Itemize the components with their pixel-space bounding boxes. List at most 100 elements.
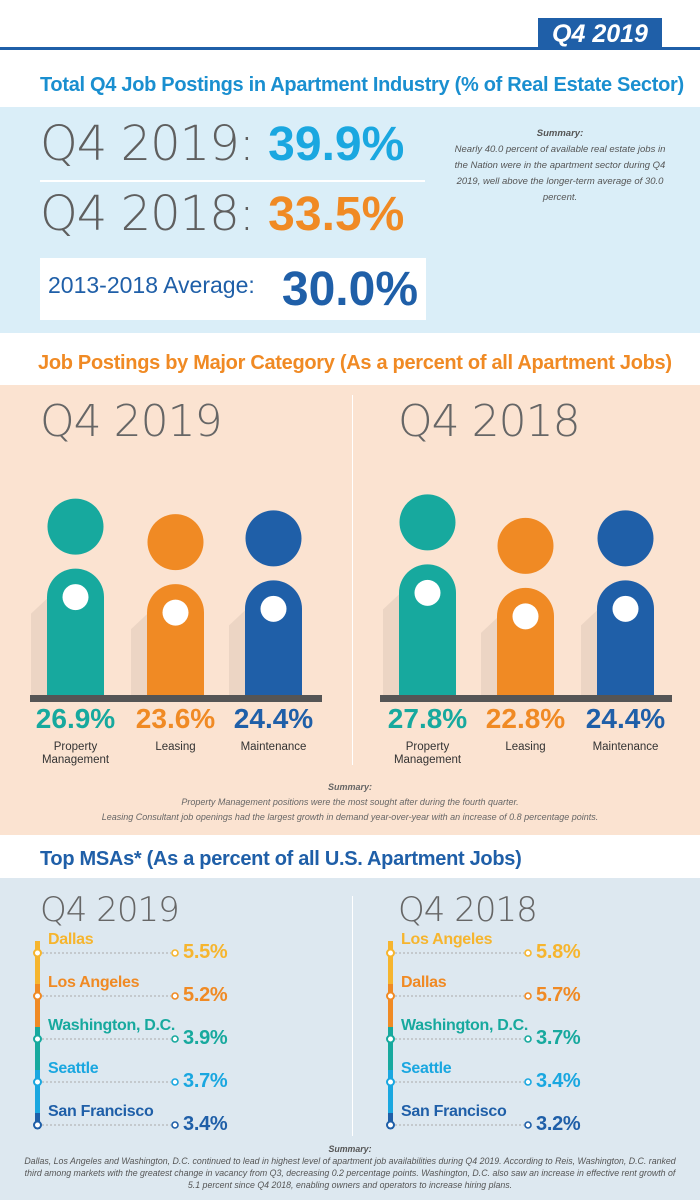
bar-value-label: 24.4%: [233, 703, 314, 734]
person-head: [597, 510, 654, 567]
msa-value-label: 5.7%: [536, 984, 581, 1006]
bar-2019-2: [245, 580, 302, 695]
msa-value-label: 5.5%: [183, 941, 228, 963]
msa-value-label: 3.9%: [183, 1027, 228, 1049]
msa-city-label: San Francisco: [48, 1103, 154, 1120]
timeline-node: [33, 991, 42, 1001]
value-node: [524, 1121, 532, 1129]
q4-2019-share: Q4 2019: 39.9%: [40, 116, 404, 172]
msa-value-label: 3.7%: [183, 1070, 228, 1092]
bar-shadow: [31, 598, 47, 695]
timeline-segment: [388, 1027, 393, 1070]
bar-dot: [62, 584, 89, 611]
msa-value-label: 3.4%: [183, 1113, 228, 1135]
timeline-node: [386, 948, 395, 958]
bar-dot: [162, 599, 189, 626]
msa-city-label: Washington, D.C.: [48, 1017, 176, 1034]
category-label: Leasing: [505, 741, 546, 753]
bar-shadow: [481, 617, 497, 695]
bar-dot: [512, 603, 539, 630]
msa-value-label: 5.2%: [183, 984, 228, 1006]
timeline-node: [33, 1120, 42, 1130]
msa-2019-title: Q4 2019: [40, 890, 180, 930]
msa-city-label: Dallas: [48, 931, 94, 948]
q4-2019-value: 39.9%: [268, 118, 405, 171]
section3-panel: [0, 878, 700, 1200]
value-node: [171, 1035, 179, 1043]
q4-2018-value: 33.5%: [268, 188, 405, 241]
timeline-node: [386, 991, 395, 1001]
value-node: [524, 992, 532, 1000]
section1-title: Total Q4 Job Postings in Apartment Indus…: [40, 74, 684, 96]
bar-value-label: 22.8%: [485, 703, 566, 734]
bar-shadow: [229, 610, 245, 695]
summary-line-1: Property Management positions were the m…: [181, 797, 519, 807]
q4-2018-label: Q4 2018:: [40, 186, 269, 242]
bar-2019-1: [147, 584, 204, 695]
average-value: 30.0%: [281, 263, 418, 316]
timeline-segment: [388, 984, 393, 1027]
category-label: Maintenance: [240, 741, 307, 753]
timeline-segment: [388, 1070, 393, 1113]
bar-dot: [612, 595, 639, 622]
bar-shadow: [383, 594, 399, 695]
timeline-segment: [35, 1027, 40, 1070]
bar-dot: [414, 579, 441, 606]
timeline-node: [386, 1077, 395, 1087]
bar-dot: [260, 595, 287, 622]
msa-value-label: 3.2%: [536, 1113, 581, 1135]
bar-shadow: [581, 610, 597, 695]
person-head: [399, 494, 456, 551]
summary-text: Nearly 40.0 percent of available real es…: [454, 144, 666, 203]
chart-baseline: [380, 695, 672, 702]
section3-title: Top MSAs* (As a percent of all U.S. Apar…: [40, 848, 522, 870]
column-divider: [352, 896, 353, 1136]
bar-2018-1: [497, 587, 554, 695]
section2-title: Job Postings by Major Category (As a per…: [38, 352, 672, 374]
category-label: Property Management: [41, 741, 110, 766]
q4-2018-share: Q4 2018: 33.5%: [40, 186, 404, 242]
summary-line-2: Leasing Consultant job openings had the …: [101, 812, 599, 822]
msa-city-label: Los Angeles: [48, 974, 140, 991]
msa-city-label: Seattle: [401, 1060, 452, 1077]
section2-panel: [0, 385, 700, 835]
summary-heading: Summary:: [327, 782, 372, 792]
section2-summary: Summary: Property Management positions w…: [0, 780, 700, 825]
summary-text: Dallas, Los Angeles and Washington, D.C.…: [24, 1156, 676, 1190]
msa-value-label: 3.4%: [536, 1070, 581, 1092]
timeline-node: [386, 1120, 395, 1130]
row-divider: [40, 180, 425, 182]
value-node: [524, 1035, 532, 1043]
category-label: Leasing: [155, 741, 196, 753]
chart-2019-title: Q4 2019: [40, 396, 223, 447]
quarter-badge: Q4 2019: [538, 18, 662, 50]
msa-city-label: Dallas: [401, 974, 447, 991]
value-node: [524, 1078, 532, 1086]
timeline-segment: [35, 984, 40, 1027]
timeline-segment: [35, 1070, 40, 1113]
column-divider: [352, 395, 353, 765]
value-node: [171, 1121, 179, 1129]
person-head: [147, 514, 204, 571]
person-head: [47, 498, 104, 555]
summary-heading: Summary:: [536, 128, 584, 139]
msa-value-label: 5.8%: [536, 941, 581, 963]
value-node: [171, 1078, 179, 1086]
value-node: [171, 992, 179, 1000]
chart-2018-title: Q4 2018: [398, 396, 581, 447]
section3-summary: Summary: Dallas, Los Angeles and Washing…: [20, 1143, 680, 1191]
section1-summary: Summary: Nearly 40.0 percent of availabl…: [450, 126, 670, 206]
bar-2018-2: [597, 580, 654, 695]
bar-value-label: 23.6%: [135, 703, 216, 734]
msa-city-label: Los Angeles: [401, 931, 493, 948]
msa-2018-title: Q4 2018: [398, 890, 538, 930]
bar-shadow: [131, 614, 147, 695]
msa-city-label: Seattle: [48, 1060, 99, 1077]
timeline-segment: [388, 941, 393, 984]
person-head: [245, 510, 302, 567]
bar-2019-0: [47, 568, 104, 695]
category-label: Property Management: [393, 741, 462, 766]
timeline-node: [33, 948, 42, 958]
